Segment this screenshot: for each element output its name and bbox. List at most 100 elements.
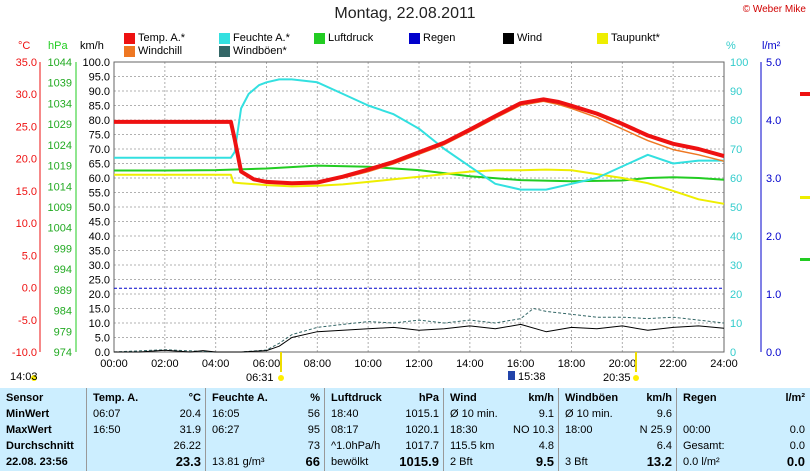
weather-chart: 35.0 30.0 25.0 20.0 15.0 10.0 5.0 0.0 -5.0 -10.0 1…	[12, 57, 810, 381]
moon-marker	[508, 371, 515, 380]
humidity-tick-label: 0	[730, 347, 736, 359]
wind-header: Wind	[450, 392, 477, 404]
humidity-tick-label: 30	[730, 260, 742, 272]
wind-row1-value: NO 10.3	[513, 424, 554, 436]
sunset-time: 20:35	[603, 372, 631, 384]
humidity-tick-label: 60	[730, 173, 742, 185]
legend-item: Regen	[409, 32, 455, 44]
humid-row1-value: 95	[307, 424, 320, 436]
pressure-tick-label: 974	[54, 347, 72, 359]
x-tick-label: 08:00	[304, 358, 332, 370]
press-header: Luftdruck	[331, 392, 382, 404]
gust-row0-value: 9.6	[656, 408, 672, 420]
gust-header: Windböen	[565, 392, 619, 404]
rain-tick-label: 4.0	[766, 115, 781, 127]
x-tick-label: 14:00	[456, 358, 484, 370]
temp-header: Temp. A.	[93, 392, 139, 404]
temp-tick-label: 15.0	[16, 186, 37, 198]
temp-row0-value: 20.4	[179, 408, 201, 420]
wind-tick-label: 20.0	[89, 289, 110, 301]
wind-tick-label: 35.0	[89, 246, 110, 258]
gust-row1-value: N 25.9	[639, 424, 672, 436]
wind-row2-value: 4.8	[538, 440, 554, 452]
wind-tick-label: 80.0	[89, 115, 110, 127]
wind-row1-note: 18:30	[450, 424, 478, 436]
series-taupunkt-line	[114, 168, 725, 205]
statistics-table: Sensor MinWert MaxWert Durchschnitt 22.0…	[0, 388, 810, 471]
legend-label: Windböen*	[233, 45, 287, 57]
wind-tick-label: 15.0	[89, 304, 110, 316]
pressure-tick-label: 1034	[48, 98, 72, 110]
press-row1-note: 08:17	[331, 424, 359, 436]
wind-tick-label: 65.0	[89, 159, 110, 171]
stats-temp-column: Temp. A. °C 06:07 20.4 16:50 31.9 26.22 23.3	[87, 388, 206, 471]
rain-row3-note: 0.0 l/m²	[683, 456, 720, 468]
row-label-min: MinWert	[6, 408, 50, 420]
wind-tick-label: 60.0	[89, 173, 110, 185]
row-label-avg: Durchschnitt	[6, 440, 74, 452]
rain-row1-note: 00:00	[683, 424, 711, 436]
rain-tick-label: 3.0	[766, 173, 781, 185]
wind-row0-value: 9.1	[538, 408, 554, 420]
legend-label: Regen	[423, 32, 456, 44]
x-tick-label: 12:00	[405, 358, 433, 370]
legend-item: Taupunkt*	[597, 32, 660, 44]
wind-tick-label: 85.0	[89, 101, 110, 113]
legend-item: Windchill	[124, 45, 182, 57]
humid-row3-note: 13.81 g/m³	[212, 456, 265, 468]
rain-header: Regen	[683, 392, 717, 404]
wind-unit: km/h	[528, 392, 554, 404]
legend-swatch	[124, 45, 135, 57]
press-row3-value: 1015.9	[399, 454, 439, 469]
legend-swatch	[124, 32, 135, 44]
pressure-tick-label: 1004	[48, 223, 72, 235]
x-tick-label: 00:00	[100, 358, 128, 370]
wind-row3-note: 2 Bft	[450, 456, 473, 468]
press-row1-value: 1020.1	[405, 424, 439, 436]
humidity-tick-label: 50	[730, 202, 742, 214]
humid-row0-value: 56	[307, 408, 320, 420]
temp-unit-label: °C	[18, 40, 31, 52]
x-tick-label: 18:00	[558, 358, 586, 370]
humidity-unit-label: %	[726, 40, 736, 52]
x-tick-label: 04:00	[202, 358, 230, 370]
temp-tick-label: 35.0	[16, 57, 37, 69]
rain-row2-value: 0.0	[789, 440, 805, 452]
temp-unit: °C	[188, 392, 201, 404]
legend-swatch	[409, 32, 420, 44]
humidity-tick-label: 100	[730, 57, 748, 69]
edge-red-mark	[800, 92, 810, 96]
series-feuchtea-line	[114, 78, 724, 191]
wind-tick-label: 100.0	[82, 57, 110, 69]
legend-item: Wind	[503, 32, 542, 44]
event-left-time: 14:03	[10, 371, 38, 383]
wind-tick-label: 50.0	[89, 202, 110, 214]
humid-row2-value: 73	[307, 440, 320, 452]
temp-tick-label: 30.0	[16, 89, 37, 101]
press-row2-value: 1017.7	[405, 440, 439, 452]
event-mid-time: 15:38	[518, 371, 546, 383]
legend-label: Feuchte A.*	[233, 32, 290, 44]
rain-row1-value: 0.0	[789, 424, 805, 436]
pressure-tick-label: 999	[54, 243, 72, 255]
x-tick-label: 24:00	[710, 358, 738, 370]
legend-swatch	[219, 32, 230, 44]
temp-row1-note: 16:50	[93, 424, 121, 436]
sun-marker-left	[31, 375, 37, 381]
humid-row0-note: 16:05	[212, 408, 240, 420]
pressure-tick-label: 1019	[48, 161, 72, 173]
wind-tick-label: 45.0	[89, 217, 110, 229]
rain-tick-label: 5.0	[766, 57, 781, 69]
humidity-tick-label: 20	[730, 289, 742, 301]
legend-label: Luftdruck	[328, 32, 374, 44]
legend-label: Windchill	[138, 45, 183, 57]
temp-row2-value: 26.22	[173, 440, 201, 452]
wind-tick-label: 40.0	[89, 231, 110, 243]
edge-yellow-mark	[800, 196, 810, 199]
wind-row2-note: 115.5 km	[450, 440, 495, 452]
press-row0-value: 1015.1	[405, 408, 439, 420]
wind-tick-label: 55.0	[89, 188, 110, 200]
row-label-current: 22.08. 23:56	[6, 456, 68, 468]
legend-item: Luftdruck	[314, 32, 373, 44]
x-tick-label: 02:00	[151, 358, 179, 370]
